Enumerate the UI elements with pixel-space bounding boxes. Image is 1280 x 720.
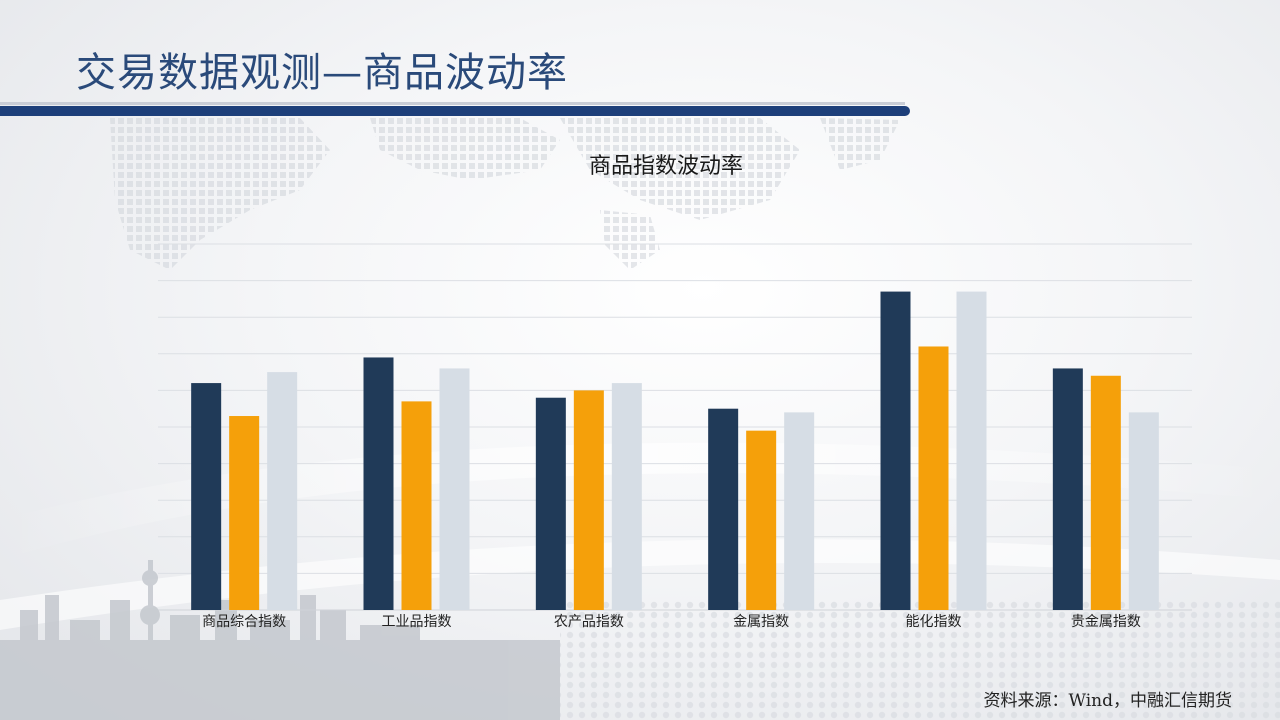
bar-series-1-4 <box>708 408 739 610</box>
bar-series-2-3 <box>573 390 604 610</box>
bar-series-2-5 <box>918 346 949 610</box>
bar-series-3-4 <box>784 412 815 610</box>
category-label: 工业品指数 <box>382 614 452 630</box>
bar-series-1-5 <box>880 291 911 610</box>
bar-series-3-2 <box>439 368 470 610</box>
world-map-dots <box>110 118 900 270</box>
chart-category-labels: 商品综合指数 工业品指数 农产品指数 金属指数 能化指数 贵金属指数 <box>202 614 1141 630</box>
slide-title: 交易数据观测—商品波动率 <box>76 50 568 96</box>
bar-series-1-6 <box>1052 368 1083 610</box>
bar-series-2-4 <box>746 430 777 610</box>
bar-series-2-6 <box>1090 375 1121 610</box>
bar-series-3-6 <box>1128 412 1159 610</box>
bar-series-1-2 <box>363 357 394 610</box>
source-note: 资料来源：Wind，中融汇信期货 <box>983 691 1232 711</box>
bar-series-1-1 <box>191 383 222 610</box>
bar-series-3-1 <box>267 372 298 610</box>
category-label: 能化指数 <box>906 614 962 630</box>
category-label: 贵金属指数 <box>1071 614 1141 630</box>
category-label: 农产品指数 <box>554 614 624 630</box>
city-skyline <box>0 560 560 720</box>
category-label: 金属指数 <box>733 614 789 630</box>
bar-series-1-3 <box>535 397 566 610</box>
bar-series-3-3 <box>611 383 642 610</box>
title-underline <box>0 106 910 116</box>
category-label: 商品综合指数 <box>202 614 286 630</box>
bar-series-3-5 <box>956 291 987 610</box>
chart-gridlines <box>158 243 1192 611</box>
title-underline-light <box>0 102 905 105</box>
bar-series-2-2 <box>401 401 432 610</box>
bar-series-2-1 <box>229 416 260 610</box>
chart-bars <box>191 291 1159 610</box>
chart-title: 商品指数波动率 <box>588 154 743 179</box>
